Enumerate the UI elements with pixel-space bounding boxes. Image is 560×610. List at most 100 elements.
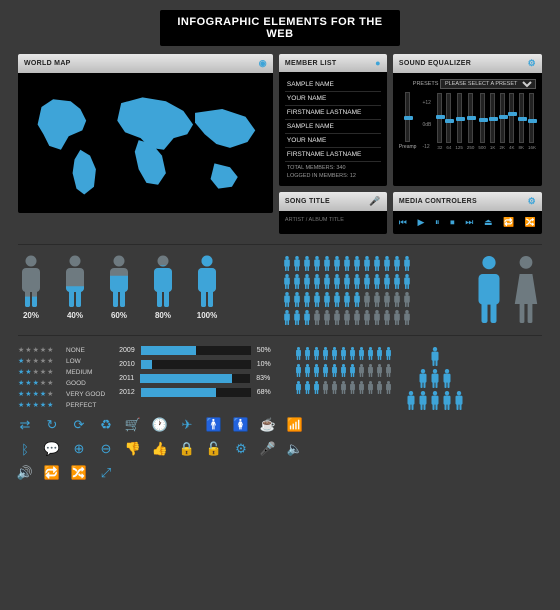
person-icon: ● (375, 58, 381, 68)
mic-icon[interactable]: 🎤 (261, 442, 275, 456)
rating-stars: ★★★★★ (18, 368, 60, 376)
play-button[interactable]: ▶ (417, 217, 424, 228)
pictogram-person (283, 273, 291, 289)
year-pct: 83% (256, 375, 280, 382)
volume-icon[interactable]: 🔈 (288, 442, 302, 456)
icon-grid: ⇄ ↻ ⟳ ♻ 🛒 🕐 ✈ 🚹 🚺 ☕ 📶 ᛒ 💬 ⊕ ⊖ 👎 👍 🔒 🔓 ⚙ 🎤 🔈 🔊 🔁 🔀 ⤢ (18, 418, 308, 480)
next-button[interactable]: ⏭ (465, 217, 473, 228)
rating-row: ★★★★★GOOD (18, 379, 105, 387)
repeat-button[interactable]: 🔁 (503, 217, 514, 228)
pictogram-person (331, 380, 338, 394)
pictogram-person (304, 346, 311, 360)
eq-band[interactable]: 8K (518, 93, 524, 150)
pictogram-person (383, 273, 391, 289)
eq-band[interactable]: 2K (499, 93, 505, 150)
row-pictogram-row (295, 380, 392, 394)
gear-icon[interactable]: ⚙ (528, 58, 536, 69)
refresh-icon[interactable]: ↻ (45, 418, 59, 432)
zoom-out-icon[interactable]: ⊖ (99, 442, 113, 456)
pictogram-person (331, 346, 338, 360)
prev-button[interactable]: ⏮ (399, 217, 407, 228)
eq-band[interactable]: 1K (490, 93, 496, 150)
pictogram-person (363, 291, 371, 307)
wifi-icon[interactable]: 📶 (288, 418, 302, 432)
rating-stars: ★★★★★ (18, 401, 60, 409)
gears-icon[interactable]: ⚙ (528, 196, 536, 207)
year-bar-track (141, 388, 251, 397)
shuffle-icon[interactable]: 🔀 (72, 466, 86, 480)
shuffle-button[interactable]: 🔀 (525, 217, 536, 228)
expand-icon[interactable]: ⤢ (99, 466, 113, 480)
pyramid-tier (406, 390, 464, 410)
chat-icon[interactable]: 💬 (45, 442, 59, 456)
repeat-icon[interactable]: 🔁 (45, 466, 59, 480)
thumbs-up-icon[interactable]: 👍 (153, 442, 167, 456)
pictogram-person (313, 291, 321, 307)
eq-band[interactable]: 125 (455, 93, 463, 150)
pictogram-person (313, 255, 321, 271)
eq-preamp[interactable]: Preamp (399, 92, 417, 150)
pictogram-person (295, 346, 302, 360)
pictogram-person (304, 380, 311, 394)
rating-stars: ★★★★★ (18, 390, 60, 398)
pause-button[interactable]: ⏸ (435, 217, 440, 228)
reload-icon[interactable]: ⟳ (72, 418, 86, 432)
thumbs-down-icon[interactable]: 👎 (126, 442, 140, 456)
year-label: 2010 (119, 361, 135, 368)
member-row[interactable]: FIRSTNAME LASTNAME (285, 148, 381, 162)
pictogram-person (353, 255, 361, 271)
volume-up-icon[interactable]: 🔊 (18, 466, 32, 480)
pictogram-person (303, 291, 311, 307)
rating-row: ★★★★★VERY GOOD (18, 390, 105, 398)
rating-label: NONE (66, 347, 85, 354)
eq-band[interactable]: 64 (446, 93, 451, 150)
pictogram-person (333, 255, 341, 271)
pictogram-person (373, 309, 381, 325)
plane-icon[interactable]: ✈ (180, 418, 194, 432)
presets-select[interactable]: PLEASE SELECT A PRESET (440, 79, 536, 89)
member-row[interactable]: SAMPLE NAME (285, 78, 381, 92)
rating-stars: ★★★★★ (18, 379, 60, 387)
bluetooth-icon[interactable]: ᛒ (18, 442, 32, 456)
rating-row: ★★★★★NONE (18, 346, 105, 354)
recycle-icon[interactable]: ♻ (99, 418, 113, 432)
equalizer-panel: SOUND EQUALIZER ⚙ PRESETS PLEASE SELECT … (393, 54, 542, 186)
eq-band[interactable]: 500 (478, 93, 486, 150)
year-pct: 68% (257, 389, 281, 396)
pictogram-person (343, 255, 351, 271)
eq-band[interactable]: 32 (437, 93, 442, 150)
pictogram-person (303, 255, 311, 271)
pictogram-person (323, 309, 331, 325)
unlock-icon[interactable]: 🔓 (207, 442, 221, 456)
pictogram-person (367, 346, 374, 360)
coffee-icon[interactable]: ☕ (261, 418, 275, 432)
pictogram-person (333, 309, 341, 325)
male-icon[interactable]: 🚹 (207, 418, 221, 432)
stop-button[interactable]: ⏹ (450, 217, 455, 228)
member-row[interactable]: SAMPLE NAME (285, 120, 381, 134)
year-pct: 10% (257, 361, 281, 368)
pictogram-person (383, 309, 391, 325)
pictogram-person (322, 363, 329, 377)
pictogram-person (340, 363, 347, 377)
eq-band[interactable]: 250 (467, 93, 475, 150)
clock-icon[interactable]: 🕐 (153, 418, 167, 432)
eq-band[interactable]: 16K (528, 93, 536, 150)
eject-button[interactable]: ⏏ (484, 217, 493, 228)
eq-band[interactable]: 4K (509, 93, 515, 150)
gear-icon[interactable]: ⚙ (234, 442, 248, 456)
year-bar-track (140, 374, 250, 383)
member-row[interactable]: YOUR NAME (285, 92, 381, 106)
cart-icon[interactable]: 🛒 (126, 418, 140, 432)
people-section: 20% 40% 60% (0, 255, 560, 325)
zoom-in-icon[interactable]: ⊕ (72, 442, 86, 456)
world-map-svg (24, 79, 267, 207)
female-icon[interactable]: 🚺 (234, 418, 248, 432)
member-row[interactable]: YOUR NAME (285, 134, 381, 148)
media-panel: MEDIA CONTROLERS ⚙ ⏮▶⏸⏹⏭⏏🔁🔀 (393, 192, 542, 234)
row-pictograms (295, 346, 392, 394)
pictogram-person (322, 380, 329, 394)
lock-icon[interactable]: 🔒 (180, 442, 194, 456)
swap-icon[interactable]: ⇄ (18, 418, 32, 432)
member-row[interactable]: FIRSTNAME LASTNAME (285, 106, 381, 120)
